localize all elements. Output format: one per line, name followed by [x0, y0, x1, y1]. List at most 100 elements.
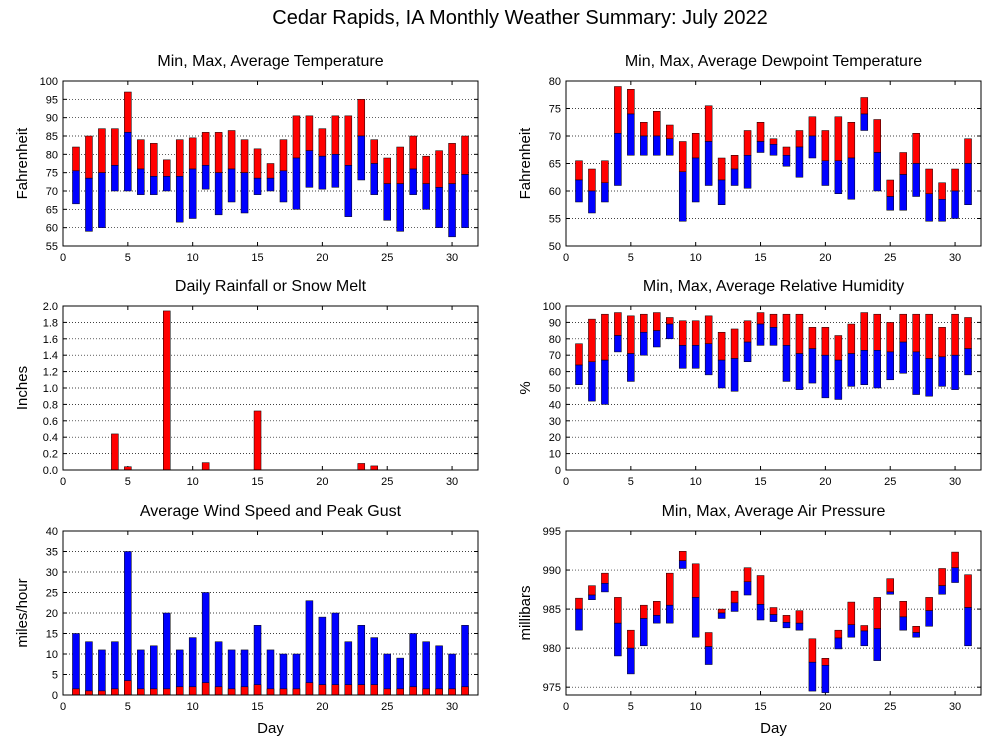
pressure-ytick-label: 980: [543, 643, 561, 655]
dewpoint-upper-bar: [873, 119, 881, 153]
dewpoint-upper-bar: [951, 168, 959, 192]
humidity-lower-bar: [795, 353, 804, 390]
dewpoint-lower-bar: [925, 193, 933, 222]
dewpoint-lower-bar: [912, 163, 920, 197]
average-wind-bar: [461, 686, 469, 696]
rainfall-bar: [111, 433, 119, 471]
humidity-lower-bar: [925, 358, 933, 397]
average-wind-bar: [227, 688, 236, 696]
humidity-ytick-label: 90: [549, 317, 561, 329]
humidity-upper-bar: [575, 343, 583, 366]
pressure-lower-bar: [873, 628, 881, 661]
pressure-lower-bar: [691, 597, 700, 638]
dewpoint-upper-bar: [756, 122, 765, 142]
humidity-lower-bar: [666, 323, 674, 340]
temperature-lower-bar: [240, 172, 249, 214]
humidity-plot-frame: [565, 305, 982, 471]
temperature-upper-bar: [292, 115, 301, 159]
peak-gust-bar: [98, 649, 106, 696]
average-wind-bar: [305, 682, 314, 696]
temperature-upper-bar: [357, 99, 366, 137]
dewpoint-upper-bar: [821, 130, 830, 161]
pressure-lower-bar: [860, 630, 869, 647]
peak-gust-bar: [409, 633, 417, 696]
pressure-upper-bar: [627, 629, 635, 649]
pressure-lower-bar: [795, 622, 804, 631]
humidity-upper-bar: [808, 327, 817, 349]
temperature-title: Min, Max, Average Temperature: [157, 53, 383, 70]
dewpoint-ytick-label: 60: [549, 186, 561, 198]
average-wind-bar: [137, 688, 145, 696]
average-wind-bar: [214, 686, 223, 696]
humidity-lower-bar: [691, 345, 700, 369]
humidity-ytick-label: 100: [543, 301, 561, 313]
humidity-upper-bar: [821, 327, 830, 356]
dewpoint-upper-bar: [769, 138, 778, 145]
pressure-xtick-label: 0: [563, 701, 569, 713]
dewpoint-lower-bar: [614, 133, 622, 186]
wind-ylabel: miles/hour: [14, 578, 31, 647]
rainfall-ytick-label: 0.0: [43, 465, 58, 477]
dewpoint-upper-bar: [834, 116, 843, 161]
temperature-lower-bar: [435, 187, 443, 228]
temperature-lower-bar: [396, 183, 404, 232]
pressure-lower-bar: [588, 594, 596, 600]
humidity-xtick-label: 10: [690, 476, 702, 488]
dewpoint-lower-bar: [691, 157, 700, 203]
dewpoint-upper-bar: [899, 152, 907, 175]
dewpoint-upper-bar: [743, 130, 752, 156]
temperature-xtick-label: 15: [251, 252, 263, 264]
peak-gust-bar: [201, 592, 210, 696]
dewpoint-xtick-label: 10: [690, 252, 702, 264]
temperature-lower-bar: [214, 172, 223, 216]
temperature-lower-bar: [188, 168, 197, 219]
rainfall-ytick-label: 0.8: [43, 399, 58, 411]
humidity-upper-bar: [964, 317, 972, 349]
dewpoint-lower-bar: [938, 199, 946, 222]
pressure-lower-bar: [912, 632, 920, 638]
humidity-lower-bar: [886, 351, 894, 381]
pressure-upper-bar: [601, 572, 609, 584]
humidity-upper-bar: [795, 313, 804, 354]
temperature-upper-bar: [279, 139, 288, 172]
humidity-upper-bar: [886, 322, 894, 353]
humidity-lower-bar: [782, 345, 791, 382]
pressure-lower-bar: [756, 604, 765, 621]
rainfall-xtick-label: 5: [125, 476, 131, 488]
humidity-lower-bar: [912, 351, 920, 395]
humidity-upper-bar: [666, 317, 674, 325]
pressure-upper-bar: [730, 590, 739, 604]
dewpoint-xtick-label: 20: [819, 252, 831, 264]
humidity-upper-bar: [860, 312, 869, 351]
wind-plot-frame: [62, 530, 479, 696]
temperature-lower-bar: [318, 155, 327, 190]
page-title: Cedar Rapids, IA Monthly Weather Summary…: [272, 7, 767, 29]
temperature-upper-bar: [188, 137, 197, 170]
dewpoint-xtick-label: 5: [628, 252, 634, 264]
average-wind-bar: [318, 684, 327, 696]
temperature-xtick-label: 5: [125, 252, 131, 264]
humidity-upper-bar: [834, 335, 843, 361]
pressure-upper-bar: [769, 607, 778, 615]
humidity-lower-bar: [640, 331, 648, 356]
average-wind-bar: [396, 688, 404, 696]
humidity-upper-bar: [717, 331, 726, 361]
temperature-lower-bar: [227, 168, 236, 203]
pressure-lower-bar: [575, 608, 583, 631]
dewpoint-lower-bar: [601, 182, 609, 203]
pressure-upper-bar: [951, 551, 959, 568]
average-wind-bar: [124, 680, 132, 696]
rainfall-bar: [163, 310, 171, 471]
temperature-ytick-label: 55: [46, 241, 58, 253]
pressure-lower-bar: [808, 661, 817, 692]
wind-ytick-label: 30: [46, 567, 58, 579]
humidity-ytick-label: 50: [549, 383, 561, 395]
rainfall-ytick-label: 1.0: [43, 383, 58, 395]
pressure-title: Min, Max, Average Air Pressure: [662, 503, 886, 520]
humidity-upper-bar: [653, 312, 661, 331]
humidity-upper-bar: [847, 323, 856, 354]
humidity-lower-bar: [847, 353, 856, 387]
dewpoint-upper-bar: [588, 168, 596, 192]
wind-xtick-label: 0: [60, 701, 66, 713]
pressure-lower-bar: [769, 614, 778, 622]
